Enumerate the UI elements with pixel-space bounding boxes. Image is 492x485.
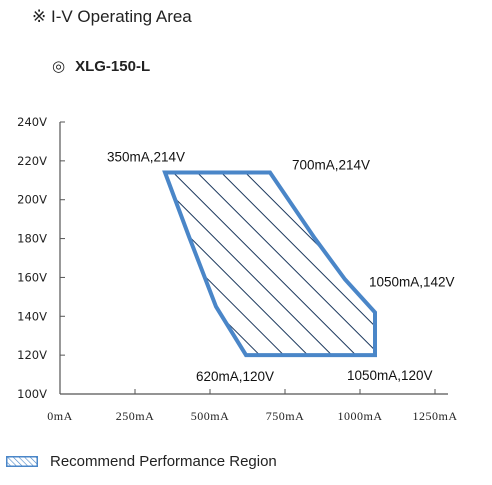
y-tick-label: 220V [17,154,47,168]
x-tick-label: 500mA [191,409,230,423]
legend: Recommend Performance Region [6,452,277,470]
chart-title: ※ I-V Operating Area [32,7,192,26]
circle-icon: ◎ [52,58,66,75]
x-tick-label: 0mA [47,409,73,423]
performance-region [162,170,377,358]
y-tick-label: 180V [17,232,47,246]
y-tick-label: 160V [17,270,47,284]
region-layer [162,170,377,358]
x-tick-label: 1000mA [338,409,383,423]
chart-axes: 100V 120V 140V 160V 180V 200V 220V 240V 0mA 250mA… [17,115,457,423]
y-tick-label: 200V [17,193,47,207]
point-label: 1050mA,142V [369,274,455,289]
y-tick-label: 140V [17,309,47,323]
iv-chart: 100V 120V 140V 160V 180V 200V 220V 240V 0mA 250mA… [17,115,457,423]
x-tick-label: 1250mA [413,409,458,423]
legend-label: Recommend Performance Region [50,452,277,470]
point-labels: 350mA,214V 700mA,214V 1050mA,142V 620mA,120… [107,150,455,385]
x-tick-label: 750mA [266,409,305,423]
y-tick-label: 120V [17,348,47,362]
y-tick-label: 100V [17,387,47,401]
x-tick-label: 250mA [116,409,155,423]
point-label: 1050mA,120V [347,368,433,383]
model-label: XLG-150-L [75,58,151,75]
hatch-swatch-icon [6,455,38,467]
point-label: 700mA,214V [292,158,370,173]
point-label: 620mA,120V [196,369,274,384]
y-tick-label: 240V [17,115,47,129]
model-name: ◎ XLG-150-L [52,57,150,75]
point-label: 350mA,214V [107,150,185,165]
